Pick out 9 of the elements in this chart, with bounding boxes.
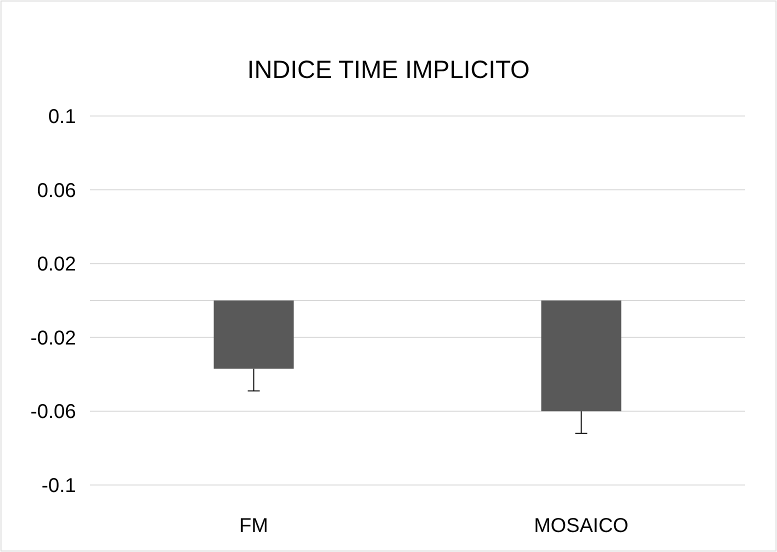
y-tick-label: 0.02: [37, 254, 76, 276]
y-tick-label: 0.06: [37, 180, 76, 202]
y-tick-label: 0.1: [48, 106, 76, 128]
y-tick-label: -0.06: [30, 401, 76, 424]
y-tick-label: -0.1: [42, 475, 76, 497]
x-tick-label: MOSAICO: [534, 515, 628, 537]
y-tick-label: -0.02: [30, 327, 76, 350]
chart-title: INDICE TIME IMPLICITO: [247, 56, 530, 84]
x-tick-label: FM: [239, 515, 268, 537]
